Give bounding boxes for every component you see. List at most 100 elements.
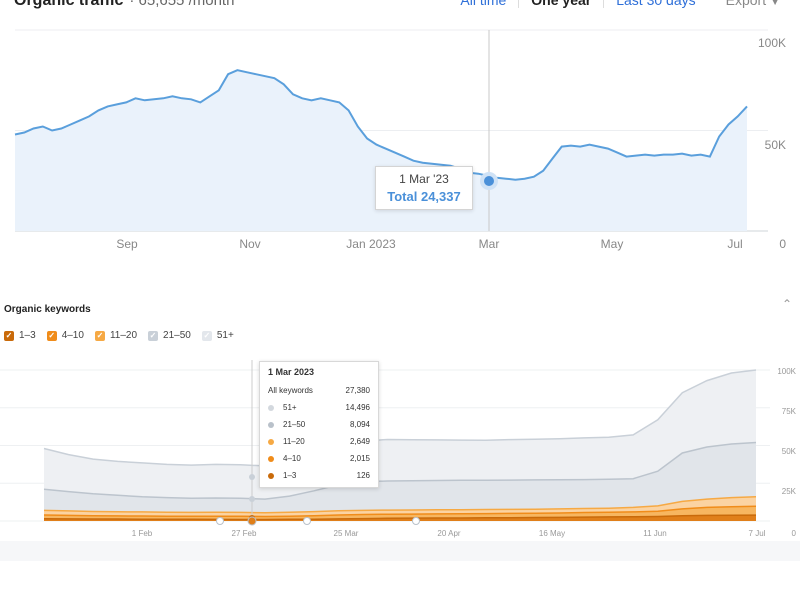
keywords-x-label: 11 Jun <box>643 529 666 538</box>
tooltip-row: 11–20 2,649 <box>268 433 370 450</box>
series-dot-icon <box>268 438 274 445</box>
keywords-hover-point-51plus <box>249 474 255 480</box>
tooltip-row-value: 2,649 <box>349 437 370 446</box>
tooltip-row-label: 11–20 <box>283 437 305 446</box>
keywords-legend: ✓ 1–3 ✓ 4–10 ✓ 11–20 ✓ 21–50 ✓ 51+ <box>4 330 245 341</box>
keywords-x-label: 1 Feb <box>132 529 153 538</box>
keywords-y-label: 0 <box>792 529 797 538</box>
tooltip-row: 4–10 2,015 <box>268 450 370 467</box>
traffic-x-label: Jul <box>727 237 742 251</box>
export-label: Export <box>725 0 767 8</box>
keywords-y-label: 75K <box>782 407 797 416</box>
legend-item-top50[interactable]: ✓ 21–50 <box>148 330 191 341</box>
traffic-x-label: Sep <box>116 237 138 251</box>
traffic-x-label: Mar <box>479 237 500 251</box>
tab-one-year[interactable]: One year <box>518 0 605 8</box>
export-button[interactable]: Export ▼ <box>708 0 780 8</box>
keywords-x-label: 27 Feb <box>232 529 257 538</box>
keywords-y-label: 50K <box>782 447 797 456</box>
keywords-x-label: 20 Apr <box>437 529 460 538</box>
tooltip-row-label: 51+ <box>283 403 297 412</box>
keywords-header: Organic keywords ⌃ <box>4 297 796 315</box>
chevron-up-icon[interactable]: ⌃ <box>781 297 792 311</box>
traffic-area <box>15 70 747 231</box>
traffic-tooltip: 1 Mar '23 Total 24,337 <box>375 166 473 210</box>
keywords-y-label: 100K <box>777 367 796 376</box>
checkbox-checked-icon[interactable]: ✓ <box>148 330 159 341</box>
legend-label: 4–10 <box>61 330 84 341</box>
traffic-x-label: Jan 2023 <box>346 237 396 251</box>
keywords-chart[interactable]: 100K 75K 50K 25K 0 1 Feb 27 Feb 25 Mar 2… <box>0 355 800 545</box>
range-tabs: All time One year Last 30 days Export ▼ <box>448 0 780 8</box>
series-dot-icon <box>268 404 274 411</box>
keywords-tooltip-date: 1 Mar 2023 <box>268 367 315 377</box>
keywords-y-axis: 100K 75K 50K 25K 0 <box>777 367 796 538</box>
traffic-title-label: Organic traffic <box>14 0 124 9</box>
annotation-marker-icon[interactable] <box>216 517 224 525</box>
tab-last-30-days[interactable]: Last 30 days <box>616 0 696 8</box>
legend-label: 51+ <box>216 330 234 341</box>
keywords-line-11-20 <box>43 496 757 514</box>
legend-item-51plus[interactable]: ✓ 51+ <box>201 330 234 341</box>
tooltip-row-value: 14,496 <box>345 403 370 412</box>
traffic-y-label: 100K <box>758 36 786 50</box>
traffic-x-axis: Sep Nov Jan 2023 Mar May Jul <box>116 237 742 251</box>
series-dot-icon <box>268 421 274 428</box>
traffic-chart[interactable]: 100K 50K 0 Sep Nov Jan 2023 Mar May Jul <box>0 25 800 260</box>
traffic-y-axis: 100K 50K 0 <box>758 36 786 251</box>
legend-item-top3[interactable]: ✓ 1–3 <box>4 330 36 341</box>
keywords-line-4-10 <box>43 505 757 518</box>
caret-down-icon: ▼ <box>770 0 780 8</box>
traffic-y-label: 50K <box>765 138 786 152</box>
keywords-line-1-3 <box>43 514 757 521</box>
traffic-tooltip-total: Total 24,337 <box>376 189 472 204</box>
traffic-tooltip-date: 1 Mar '23 <box>399 172 449 186</box>
tooltip-row: 51+ 14,496 <box>268 399 370 416</box>
checkbox-checked-icon[interactable]: ✓ <box>46 330 57 341</box>
traffic-tooltip-total-value: 24,337 <box>420 189 461 204</box>
traffic-x-label: May <box>601 237 624 251</box>
series-dot-icon <box>268 455 274 462</box>
traffic-header: Organic traffic · 65,655 /month All time … <box>0 0 800 12</box>
legend-label: 11–20 <box>109 330 138 341</box>
keywords-area-21-50 <box>44 442 756 521</box>
tooltip-row-label: 4–10 <box>283 454 301 463</box>
traffic-subtitle: · 65,655 /month <box>129 0 235 9</box>
legend-item-top10[interactable]: ✓ 4–10 <box>46 330 84 341</box>
checkbox-checked-icon[interactable]: ✓ <box>4 330 14 341</box>
keywords-x-axis: 1 Feb 27 Feb 25 Mar 20 Apr 16 May 11 Jun… <box>132 529 766 538</box>
annotation-marker-icon[interactable] <box>303 517 311 525</box>
traffic-title: Organic traffic · 65,655 /month <box>14 0 234 10</box>
keywords-x-label: 7 Jul <box>749 529 766 538</box>
keywords-line-51plus <box>43 369 757 467</box>
traffic-hover-point[interactable] <box>484 176 494 186</box>
keywords-y-label: 25K <box>782 487 797 496</box>
traffic-tooltip-total-label: Total <box>387 189 418 204</box>
series-dot-icon <box>268 472 274 479</box>
keywords-x-label: 25 Mar <box>334 529 359 538</box>
tooltip-row-value: 8,094 <box>349 420 370 429</box>
tooltip-row-value: 2,015 <box>349 454 370 463</box>
keywords-tooltip: 1 Mar 2023 All keywords 27,380 51+ 14,49… <box>259 361 379 488</box>
legend-label: 1–3 <box>19 330 36 341</box>
legend-item-top20[interactable]: ✓ 11–20 <box>94 330 138 341</box>
tooltip-row: All keywords 27,380 <box>268 382 370 399</box>
checkbox-checked-icon[interactable]: ✓ <box>94 330 105 341</box>
keywords-x-label: 16 May <box>539 529 565 538</box>
traffic-x-label: Nov <box>239 237 260 251</box>
keywords-event-markers <box>216 516 420 526</box>
keywords-hover-point-21-50 <box>249 496 255 502</box>
traffic-y-label: 0 <box>779 237 786 251</box>
traffic-line <box>14 69 748 181</box>
annotation-marker-icon[interactable] <box>412 517 420 525</box>
tooltip-row-label: 1–3 <box>283 471 297 480</box>
tooltip-row-value: 126 <box>356 471 370 480</box>
bottom-strip <box>0 541 800 561</box>
tooltip-row: 1–3 126 <box>268 467 370 484</box>
annotation-marker-icon[interactable] <box>247 516 257 526</box>
tab-all-time[interactable]: All time <box>460 0 507 8</box>
tooltip-row-value: 27,380 <box>345 386 370 395</box>
tooltip-row-label: 21–50 <box>283 420 306 429</box>
checkbox-checked-icon[interactable]: ✓ <box>201 330 212 341</box>
tooltip-row-label: All keywords <box>268 386 313 395</box>
